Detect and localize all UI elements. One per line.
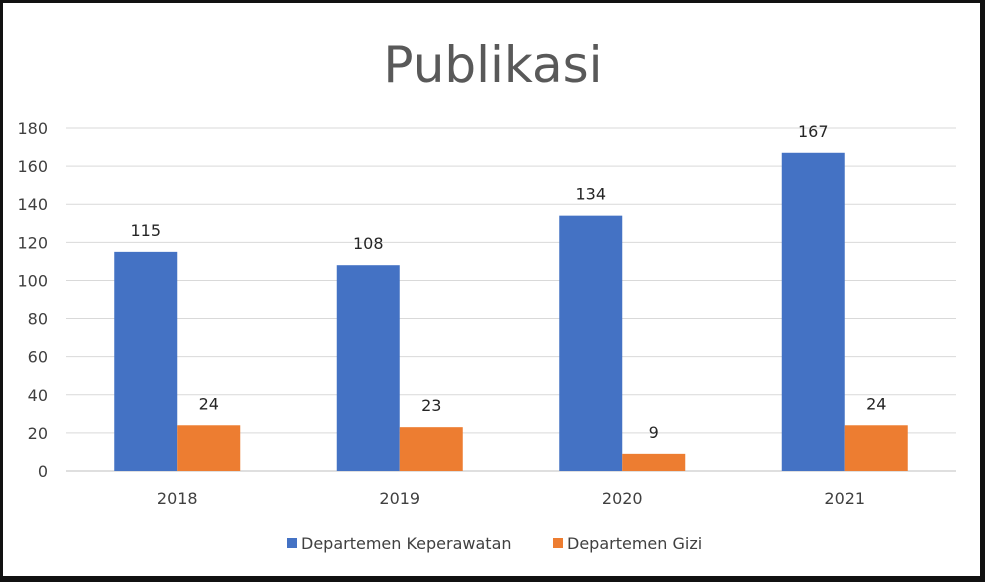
data-label: 9 [649, 423, 659, 442]
data-label: 23 [421, 396, 441, 415]
y-tick-label: 160 [17, 157, 48, 176]
data-label: 24 [199, 394, 219, 413]
y-tick-label: 180 [17, 119, 48, 138]
x-tick-label: 2020 [602, 489, 643, 508]
y-tick-label: 80 [28, 310, 48, 329]
y-tick-label: 40 [28, 386, 48, 405]
bar [399, 427, 463, 471]
legend-swatch [287, 538, 297, 548]
bar [781, 152, 845, 471]
y-tick-label: 60 [28, 348, 48, 367]
data-label: 108 [353, 234, 384, 253]
legend-swatch [553, 538, 563, 548]
legend: Departemen Keperawatan Departemen Gizi [287, 534, 702, 553]
x-tick-label: 2018 [157, 489, 198, 508]
x-tick-label: 2021 [824, 489, 865, 508]
bar [177, 425, 241, 471]
bar [559, 215, 623, 471]
data-label: 134 [575, 185, 606, 204]
bar [114, 251, 178, 471]
x-tick-label: 2019 [379, 489, 420, 508]
data-labels: 115 24 108 23 134 9 167 24 [130, 122, 886, 442]
data-label: 167 [798, 122, 829, 141]
data-label: 115 [130, 221, 161, 240]
y-axis: 0 20 40 60 80 100 120 140 160 180 [17, 119, 48, 481]
y-tick-label: 120 [17, 233, 48, 252]
legend-label: Departemen Gizi [567, 534, 702, 553]
y-tick-label: 100 [17, 271, 48, 290]
y-tick-label: 20 [28, 424, 48, 443]
data-label: 24 [866, 394, 886, 413]
y-tick-label: 140 [17, 195, 48, 214]
bar [844, 425, 908, 471]
chart-title: Publikasi [383, 36, 602, 94]
bar [336, 265, 400, 471]
y-tick-label: 0 [38, 462, 48, 481]
x-axis: 2018 2019 2020 2021 [157, 489, 865, 508]
legend-label: Departemen Keperawatan [301, 534, 512, 553]
bars [114, 152, 908, 471]
bar [622, 453, 686, 471]
